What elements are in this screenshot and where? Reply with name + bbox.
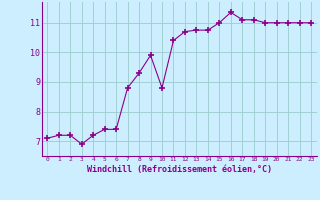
X-axis label: Windchill (Refroidissement éolien,°C): Windchill (Refroidissement éolien,°C): [87, 165, 272, 174]
